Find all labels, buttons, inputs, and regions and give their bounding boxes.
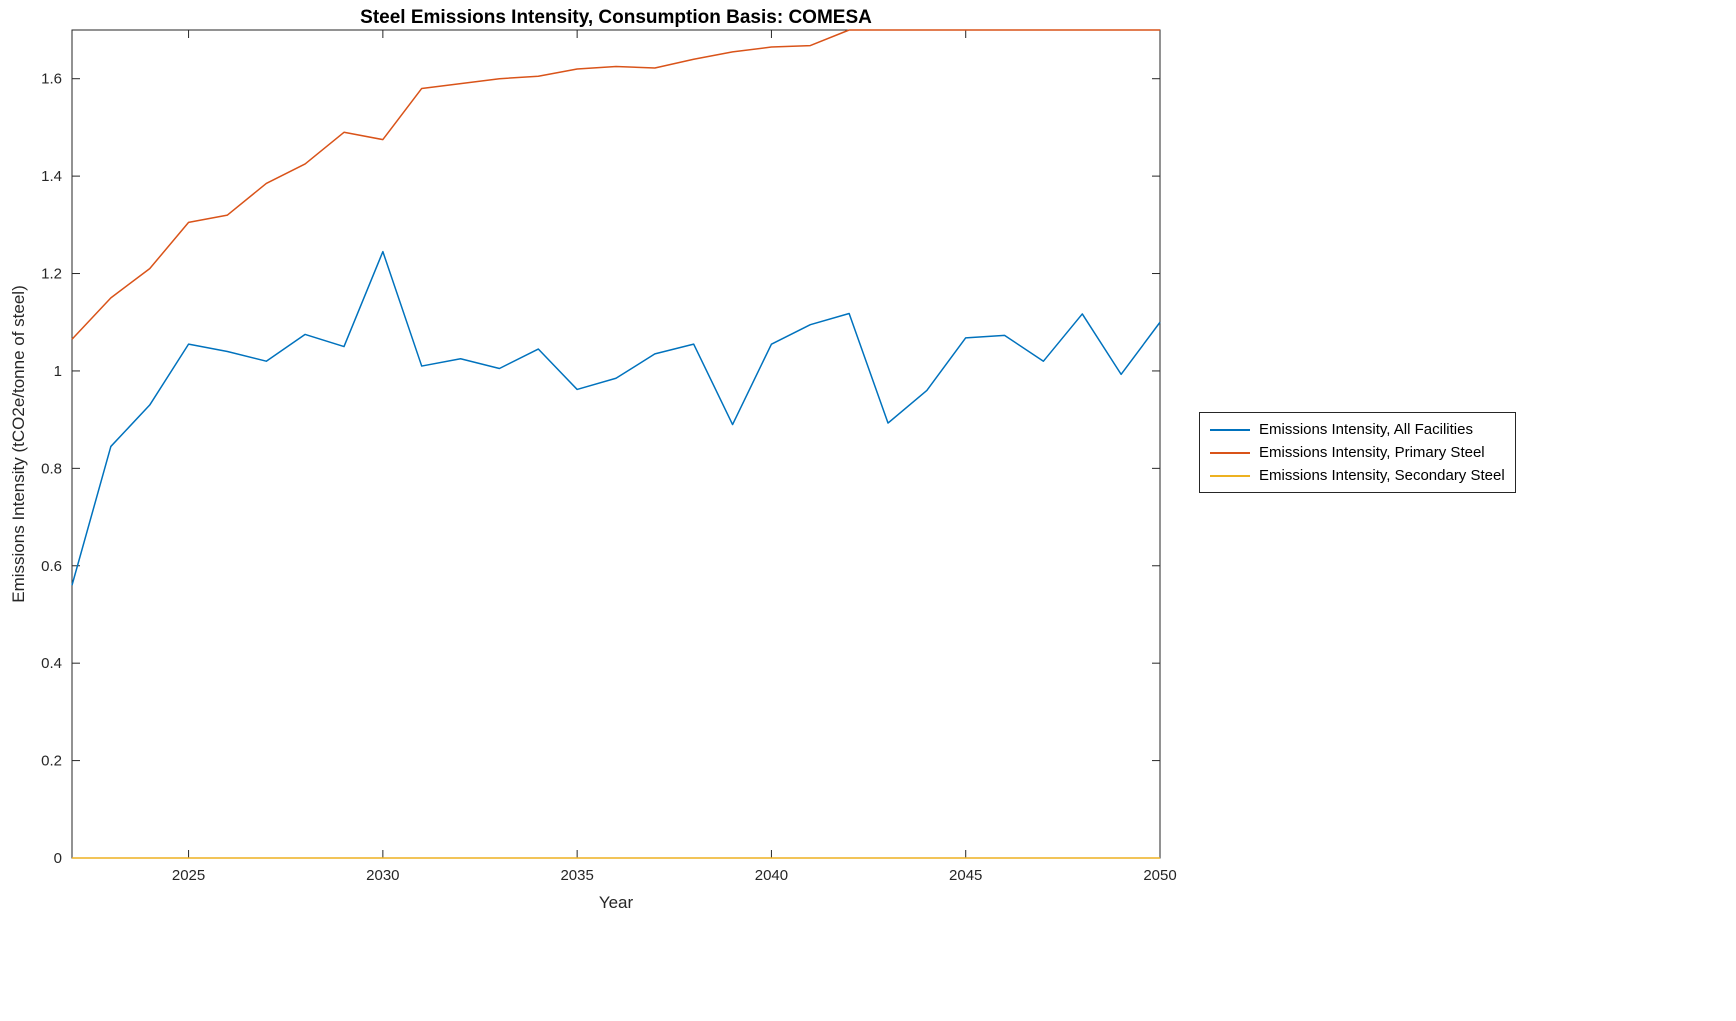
legend-item: Emissions Intensity, All Facilities xyxy=(1210,421,1505,438)
legend-label: Emissions Intensity, Primary Steel xyxy=(1259,444,1485,461)
x-tick-label: 2040 xyxy=(755,867,788,884)
legend-line-sample-all-facilities xyxy=(1210,428,1250,431)
y-tick-label: 1.2 xyxy=(41,266,62,283)
x-tick-label: 2035 xyxy=(560,867,593,884)
y-tick-label: 0.4 xyxy=(41,655,62,672)
x-tick-label: 2025 xyxy=(172,867,205,884)
y-tick-label: 0.8 xyxy=(41,460,62,477)
x-tick-label: 2030 xyxy=(366,867,399,884)
legend: Emissions Intensity, All Facilities Emis… xyxy=(1199,412,1516,493)
y-axis-label: Emissions Intensity (tCO2e/tonne of stee… xyxy=(9,285,28,603)
x-axis-label: Year xyxy=(598,893,634,912)
legend-label: Emissions Intensity, Secondary Steel xyxy=(1259,467,1505,484)
legend-item: Emissions Intensity, Secondary Steel xyxy=(1210,467,1505,484)
axes-box xyxy=(71,29,1161,859)
chart-title: Steel Emissions Intensity, Consumption B… xyxy=(360,7,872,28)
series-line-1 xyxy=(71,29,1160,340)
y-tick-label: 1.6 xyxy=(41,71,62,88)
y-tick-label: 0 xyxy=(54,850,62,867)
x-tick-label: 2045 xyxy=(949,867,982,884)
y-tick-label: 1.4 xyxy=(41,168,62,185)
legend-line-sample-primary-steel xyxy=(1210,451,1250,454)
series-line-0 xyxy=(71,250,1161,586)
y-tick-label: 0.2 xyxy=(41,753,62,770)
legend-label: Emissions Intensity, All Facilities xyxy=(1259,421,1473,438)
y-tick-label: 0.6 xyxy=(41,558,62,575)
y-tick-label: 1 xyxy=(54,363,62,380)
legend-line-sample-secondary-steel xyxy=(1210,474,1250,477)
legend-item: Emissions Intensity, Primary Steel xyxy=(1210,444,1505,461)
x-tick-label: 2050 xyxy=(1143,867,1176,884)
